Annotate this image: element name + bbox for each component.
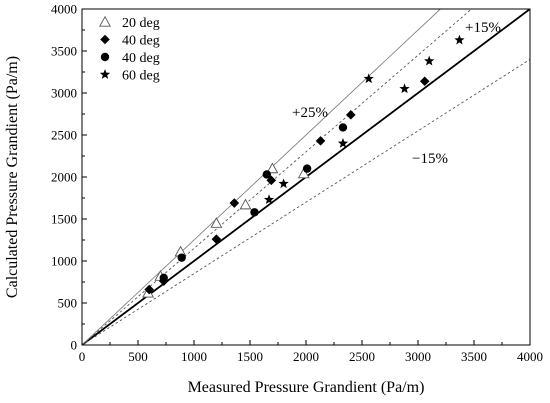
data-point xyxy=(211,234,222,244)
legend-label: 20 deg xyxy=(122,16,160,31)
legend-marker-2 xyxy=(100,52,110,62)
data-point xyxy=(263,194,275,205)
x-tick-label: 3500 xyxy=(461,349,487,364)
y-tick-label: 500 xyxy=(58,296,78,311)
y-tick-label: 3500 xyxy=(51,44,77,59)
y-tick-label: 3000 xyxy=(51,86,77,101)
data-point xyxy=(250,208,259,217)
legend: 20 deg 40 deg 40 deg 60 deg xyxy=(99,15,160,84)
data-point xyxy=(297,167,310,179)
reference-line-3 xyxy=(82,59,530,345)
data-point xyxy=(419,76,430,87)
x-tick-labels: 0 500 1000 1500 2000 2500 3000 3500 4000 xyxy=(79,349,543,364)
data-point xyxy=(266,175,277,186)
y-tick-labels: 0 500 1000 1500 2000 2500 3000 3500 4000 xyxy=(51,2,77,353)
y-tick-label: 2500 xyxy=(51,128,77,143)
y-tick-label: 4000 xyxy=(51,2,77,17)
x-tick-label: 1000 xyxy=(181,349,207,364)
x-tick-label: 4000 xyxy=(517,349,543,364)
data-point xyxy=(262,170,271,179)
data-point xyxy=(159,273,168,282)
y-tick-label: 1500 xyxy=(51,212,77,227)
data-point xyxy=(210,217,223,228)
x-tick-label: 0 xyxy=(79,349,86,364)
data-point xyxy=(278,178,289,189)
series-1 xyxy=(144,76,430,295)
series-3 xyxy=(263,34,465,205)
data-series xyxy=(142,34,465,298)
data-point xyxy=(346,110,356,120)
x-tick-label: 500 xyxy=(128,349,148,364)
data-point xyxy=(337,138,349,148)
legend-marker-0 xyxy=(99,15,111,27)
axis-ticks xyxy=(81,8,531,346)
legend-marker-3 xyxy=(99,69,111,79)
data-point xyxy=(454,34,465,45)
legend-marker-1 xyxy=(100,34,110,45)
legend-label: 60 deg xyxy=(122,69,160,84)
y-tick-label: 0 xyxy=(71,338,78,353)
data-point xyxy=(424,55,435,66)
x-tick-label: 3000 xyxy=(405,349,431,364)
y-axis-title: Calculated Pressure Grandient (Pa/m) xyxy=(4,56,21,298)
data-point xyxy=(315,136,326,146)
data-point xyxy=(144,284,154,295)
y-tick-label: 2000 xyxy=(51,170,77,185)
reference-line-1 xyxy=(82,9,441,345)
data-point xyxy=(229,198,240,208)
data-point xyxy=(363,73,374,84)
x-axis-title: Measured Pressure Grandient (Pa/m) xyxy=(188,379,425,396)
series-2 xyxy=(159,123,348,282)
data-point xyxy=(302,164,312,173)
data-point xyxy=(266,162,279,174)
data-point xyxy=(399,83,410,94)
legend-label: 40 deg xyxy=(122,51,160,66)
x-tick-label: 2000 xyxy=(293,349,319,364)
data-point xyxy=(239,198,252,210)
annotation-label: −15% xyxy=(412,151,448,167)
x-tick-label: 1500 xyxy=(237,349,263,364)
x-tick-label: 2500 xyxy=(349,349,375,364)
data-point xyxy=(177,253,186,262)
y-tick-label: 1000 xyxy=(51,254,77,269)
annotation-label: +15% xyxy=(465,20,501,36)
annotation-label: +25% xyxy=(292,105,328,121)
line-annotations: +25% +15% −15% xyxy=(292,20,501,167)
data-point xyxy=(338,123,348,132)
legend-label: 40 deg xyxy=(122,34,160,49)
